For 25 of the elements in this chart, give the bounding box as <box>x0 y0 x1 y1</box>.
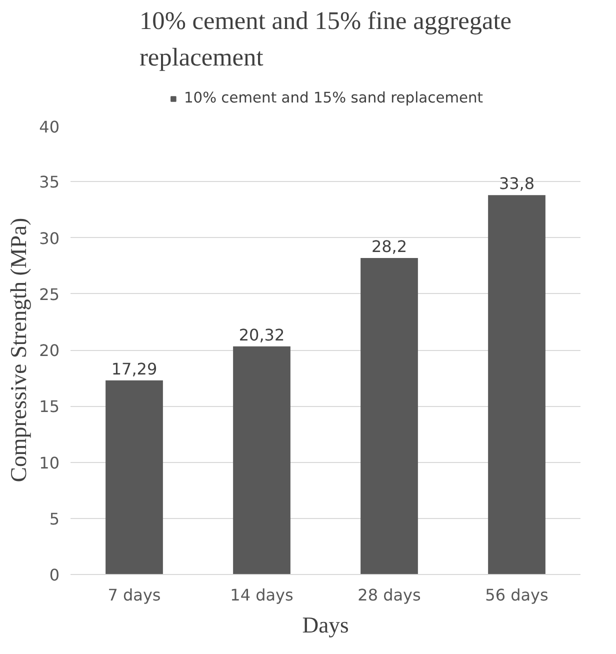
y-tick-label: 0 <box>49 566 60 584</box>
bar <box>106 380 163 574</box>
x-tick-label: 56 days <box>485 586 548 604</box>
y-tick-label: 35 <box>39 172 60 192</box>
y-tick-label: 25 <box>39 284 60 304</box>
chart-title: 10% cement and 15% fine aggregate replacement <box>139 7 512 72</box>
x-tick-label: 14 days <box>230 586 294 604</box>
data-label: 20,32 <box>238 325 285 344</box>
y-tick-label: 30 <box>39 228 60 248</box>
y-tick-label: 40 <box>39 118 60 136</box>
x-tick-label: 7 days <box>108 586 161 604</box>
y-tick-label: 15 <box>39 397 60 416</box>
y-axis-title: Compressive Strength (MPa) <box>6 218 32 482</box>
bar <box>488 195 546 574</box>
x-tick-label: 28 days <box>358 586 421 604</box>
legend-label: 10% cement and 15% sand replacement <box>184 90 484 106</box>
y-tick-label: 5 <box>49 509 60 528</box>
data-label: 17,29 <box>111 359 158 378</box>
bar <box>360 258 418 574</box>
data-label: 33,8 <box>498 174 535 194</box>
y-tick-label: 20 <box>39 341 60 360</box>
x-axis-title: Days <box>302 612 349 638</box>
data-label: 28,2 <box>371 236 408 256</box>
y-tick-label: 10 <box>39 453 60 472</box>
bar <box>233 346 290 574</box>
